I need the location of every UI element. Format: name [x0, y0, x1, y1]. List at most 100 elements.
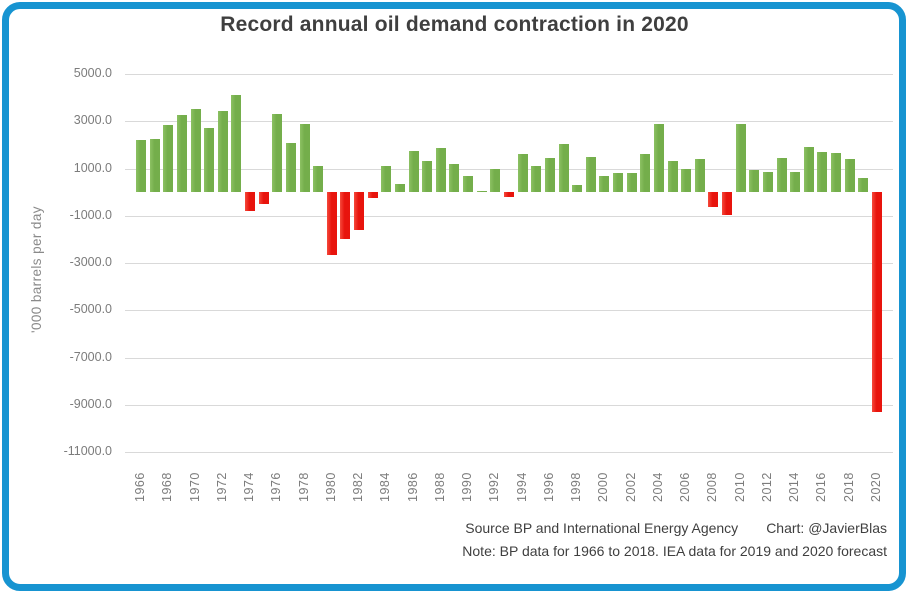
bar-2020 — [872, 192, 882, 412]
bar-2002 — [626, 173, 637, 193]
x-tick-label-1982: 1982 — [351, 472, 366, 502]
x-tick-label-1968: 1968 — [160, 472, 175, 502]
bar-1990 — [463, 175, 474, 193]
gridline — [125, 216, 893, 217]
bar-1978 — [299, 123, 310, 193]
x-tick-label-1992: 1992 — [487, 472, 502, 502]
x-tick-label-2002: 2002 — [623, 472, 638, 502]
bar-2018 — [844, 159, 855, 193]
bar-2014 — [790, 172, 801, 193]
gridline — [125, 358, 893, 359]
source-note: Source BP and International Energy Agenc… — [465, 520, 739, 536]
y-tick-label: 5000.0 — [73, 66, 112, 80]
x-tick-label-1998: 1998 — [569, 472, 584, 502]
gridline — [125, 452, 893, 453]
y-tick-label: 1000.0 — [73, 161, 112, 175]
bar-1976 — [272, 114, 283, 193]
bar-2007 — [694, 159, 705, 193]
gridline — [125, 121, 893, 122]
x-tick-label-1990: 1990 — [460, 472, 475, 502]
gridline — [125, 310, 893, 311]
x-tick-label-2010: 2010 — [732, 472, 747, 502]
bar-2011 — [749, 169, 760, 193]
bar-2005 — [667, 161, 678, 193]
bar-2008 — [708, 192, 719, 208]
x-tick-label-1996: 1996 — [541, 472, 556, 502]
x-tick-label-1980: 1980 — [323, 472, 338, 502]
gridline — [125, 169, 893, 170]
bar-1998 — [572, 185, 583, 193]
bar-1973 — [231, 95, 242, 193]
y-tick-label: -3000.0 — [69, 255, 112, 269]
x-tick-label-1976: 1976 — [269, 472, 284, 502]
bar-1996 — [544, 157, 555, 193]
gridline — [125, 405, 893, 406]
x-tick-label-1994: 1994 — [514, 472, 529, 502]
x-tick-label-2008: 2008 — [705, 472, 720, 502]
bar-1999 — [585, 156, 596, 193]
x-tick-label-2020: 2020 — [869, 472, 883, 502]
bar-1968 — [163, 124, 174, 193]
chart-title: Record annual oil demand contraction in … — [220, 13, 689, 36]
x-tick-label-1972: 1972 — [214, 472, 229, 502]
bar-1986 — [408, 150, 419, 193]
bar-1972 — [217, 110, 228, 193]
bar-1969 — [176, 115, 187, 193]
bar-1971 — [204, 128, 215, 193]
y-tick-label: -9000.0 — [69, 397, 112, 411]
x-tick-label-1970: 1970 — [187, 472, 202, 502]
y-tick-label: -1000.0 — [69, 208, 112, 222]
bar-1967 — [149, 138, 160, 193]
x-tick-label-1974: 1974 — [242, 472, 257, 502]
data-note: Note: BP data for 1966 to 2018. IEA data… — [462, 543, 887, 559]
x-tick-label-2004: 2004 — [650, 472, 665, 502]
bar-2003 — [640, 154, 651, 193]
x-tick-label-1986: 1986 — [405, 472, 420, 502]
bar-1974 — [245, 192, 256, 212]
x-tick-label-1966: 1966 — [133, 472, 147, 502]
bar-1981 — [340, 192, 351, 240]
y-tick-label: -11000.0 — [63, 444, 112, 458]
bar-1989 — [449, 163, 460, 193]
bar-1991 — [476, 190, 487, 193]
bar-1995 — [531, 166, 542, 193]
bar-1985 — [394, 183, 405, 193]
bar-1980 — [326, 192, 337, 255]
bar-2019 — [858, 177, 869, 193]
bar-2000 — [599, 175, 610, 193]
bar-2001 — [613, 173, 624, 193]
x-tick-label-2014: 2014 — [787, 472, 802, 502]
y-tick-label: -5000.0 — [69, 302, 112, 316]
bar-2017 — [831, 153, 842, 193]
bar-1982 — [354, 192, 365, 230]
bar-1987 — [422, 161, 433, 193]
y-tick-label: -7000.0 — [69, 350, 112, 364]
bar-2012 — [762, 172, 773, 193]
bar-1975 — [258, 192, 269, 204]
x-tick-label-2012: 2012 — [759, 472, 774, 502]
bar-2013 — [776, 157, 787, 193]
bar-1970 — [190, 109, 201, 193]
x-tick-label-2006: 2006 — [678, 472, 693, 502]
chart-footer: Source BP and International Energy Agenc… — [462, 517, 887, 563]
bar-2016 — [817, 151, 828, 193]
y-tick-label: 3000.0 — [73, 113, 112, 127]
x-tick-label-1988: 1988 — [432, 472, 447, 502]
bar-1994 — [517, 154, 528, 193]
bar-1966 — [136, 140, 146, 193]
x-tick-label-2018: 2018 — [841, 472, 856, 502]
x-tick-label-2016: 2016 — [814, 472, 829, 502]
bar-1993 — [504, 192, 514, 197]
bar-1983 — [367, 192, 378, 199]
x-tick-label-1978: 1978 — [296, 472, 311, 502]
bar-2015 — [803, 147, 814, 193]
bar-1984 — [381, 166, 392, 193]
bar-2010 — [735, 123, 746, 193]
chart-credit: Chart: @JavierBlas — [766, 520, 887, 536]
bar-2004 — [653, 123, 664, 193]
bar-1992 — [490, 168, 501, 193]
bar-2009 — [722, 192, 733, 215]
gridline — [125, 74, 893, 75]
gridline — [125, 263, 893, 264]
